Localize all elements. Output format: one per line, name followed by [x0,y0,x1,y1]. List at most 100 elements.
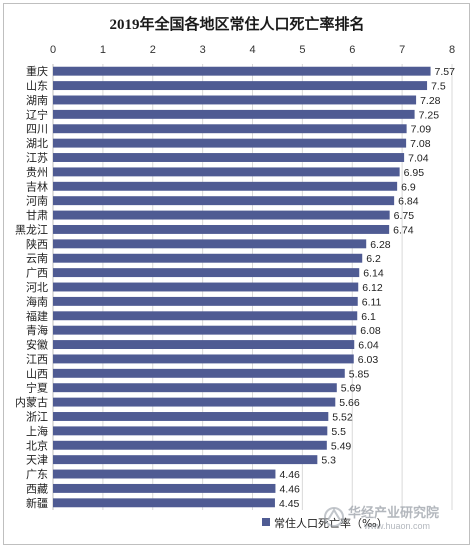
category-label: 河北 [26,281,48,294]
bar [53,483,276,493]
x-tick-label: 0 [50,44,56,56]
bar [53,282,359,292]
data-label: 6.1 [361,311,376,323]
data-labels: 7.57 7.5 7.28 7.25 7.09 7.08 7.04 6.95 6.9 6.84 6.… [279,66,455,510]
category-label: 山西 [26,367,48,380]
bar [53,498,275,508]
bar [53,368,345,378]
x-tick-label: 7 [399,44,405,56]
bar [53,81,428,91]
data-label: 5.49 [331,440,352,452]
category-label: 天津 [26,454,48,467]
watermark: 华经产业研究院 www.huaon.com [324,505,439,531]
data-label: 4.46 [279,469,300,481]
data-label: 7.28 [420,95,441,107]
category-label: 河南 [26,195,48,208]
category-label: 辽宁 [26,107,48,121]
data-label: 6.2 [366,253,381,265]
bar [53,124,407,134]
category-label: 四川 [26,123,48,136]
chart-title: 2019年全国各地区常住人口死亡率排名 [109,15,364,33]
x-tick-label: 1 [100,44,106,56]
bar [53,153,405,162]
data-label: 6.28 [370,239,391,251]
data-label: 6.12 [362,282,383,294]
data-label: 7.25 [419,109,440,121]
bar [53,66,431,76]
bar [53,109,415,119]
bar [53,167,400,177]
category-label: 新疆 [26,496,48,510]
category-label: 上海 [26,424,48,438]
category-labels: 重庆山东湖南辽宁四川湖北江苏贵州吉林河南甘肃黑龙江陕西云南广西河北海南福建青海安… [15,64,48,510]
bar [53,383,337,393]
category-label: 海南 [26,294,48,308]
category-label: 湖南 [26,94,48,107]
data-label: 5.66 [339,397,360,409]
data-label: 6.95 [404,167,425,179]
bar [53,397,336,407]
x-tick-label: 5 [299,44,305,56]
x-tick-label: 3 [200,44,206,56]
bar [53,196,395,206]
data-label: 7.04 [408,153,429,165]
data-label: 4.46 [279,483,300,495]
data-label: 6.11 [362,296,382,308]
legend-swatch [262,518,270,526]
bar [53,239,367,249]
data-label: 6.08 [360,325,381,337]
legend-label: 常住人口死亡率（‰） [274,516,388,530]
category-label: 安徽 [26,338,48,352]
category-label: 西藏 [26,482,48,495]
data-label: 6.04 [358,340,379,352]
category-label: 广西 [26,267,48,280]
data-label: 7.08 [410,138,431,150]
bar [53,268,360,278]
category-label: 宁夏 [26,381,48,395]
data-label: 6.9 [401,181,416,193]
bar [53,311,358,321]
watermark-url: www.huaon.com [363,521,430,531]
data-label: 5.3 [321,455,336,467]
bar [53,253,363,263]
category-label: 福建 [26,309,48,323]
bar [53,325,357,335]
bar [53,95,417,105]
x-tick-label: 2 [150,44,156,56]
bar [53,354,354,364]
category-label: 江西 [26,353,48,366]
data-label: 7.57 [435,66,456,78]
category-label: 甘肃 [26,209,48,222]
data-label: 7.09 [411,124,432,136]
data-label: 5.85 [349,368,370,380]
category-label: 浙江 [26,410,48,423]
data-label: 5.5 [331,426,346,438]
bar [53,138,407,148]
category-label: 重庆 [26,64,48,78]
data-label: 5.52 [332,411,353,423]
watermark-logo-icon [324,507,344,527]
category-label: 云南 [26,252,48,265]
bar [53,224,390,234]
category-label: 陕西 [26,237,48,251]
bar [53,469,276,479]
chart-canvas: 2019年全国各地区常住人口死亡率排名 0 1 2 3 4 5 6 7 8 重庆山东湖南辽宁四川… [15,15,455,531]
category-label: 黑龙江 [15,223,48,236]
bar [53,340,355,350]
data-label: 6.75 [394,210,415,222]
category-label: 吉林 [26,179,48,193]
chart-frame: 2019年全国各地区常住人口死亡率排名 0 1 2 3 4 5 6 7 8 重庆 山东 湖南 辽宁 四川… [3,3,470,545]
category-label: 贵州 [26,166,48,179]
category-label: 广东 [26,468,48,481]
bar [53,426,328,436]
category-label: 北京 [26,438,48,452]
x-tick-label: 8 [449,44,455,56]
bar [53,296,358,306]
data-label: 4.45 [279,498,300,510]
bar [53,455,318,465]
category-label: 湖北 [26,137,48,150]
data-label: 6.84 [398,196,419,208]
data-label: 6.03 [358,354,379,366]
watermark-name: 华经产业研究院 [348,505,439,521]
bar [53,412,329,421]
